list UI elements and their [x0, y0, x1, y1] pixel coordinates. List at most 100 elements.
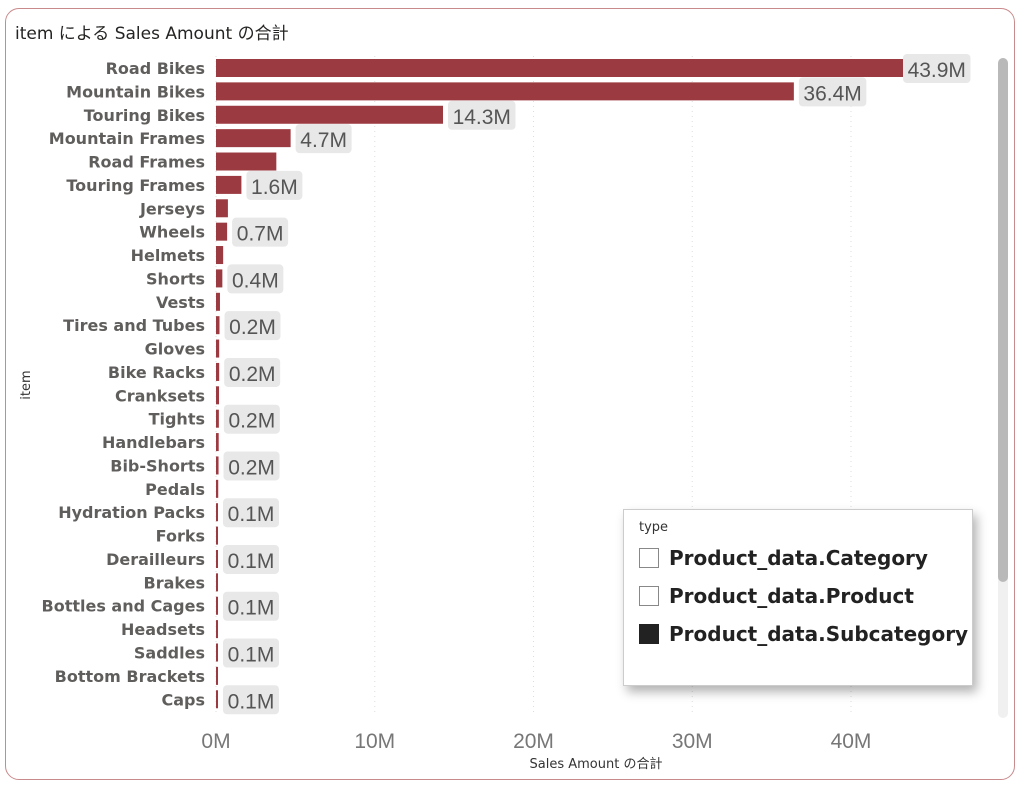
bar[interactable]: [216, 479, 219, 498]
data-label: 0.1M: [228, 503, 275, 526]
bar[interactable]: [216, 105, 444, 124]
bar[interactable]: [216, 362, 220, 381]
data-label-background: [227, 264, 284, 294]
bar[interactable]: [216, 503, 218, 522]
data-label-background: [224, 311, 281, 341]
x-tick-label: 0M: [201, 730, 230, 753]
x-tick-label: 10M: [354, 730, 395, 753]
data-label: 36.4M: [803, 82, 861, 105]
data-label: 0.1M: [228, 550, 275, 573]
category-label: Saddles: [134, 644, 205, 663]
bar[interactable]: [216, 129, 291, 148]
bar[interactable]: [216, 666, 218, 685]
bar[interactable]: [216, 222, 228, 241]
data-label: 43.9M: [908, 59, 966, 82]
category-label: Touring Frames: [66, 176, 205, 195]
category-label: Wheels: [139, 223, 205, 242]
bar[interactable]: [216, 573, 218, 592]
bar[interactable]: [216, 269, 223, 288]
data-label: 0.7M: [237, 223, 284, 246]
y-axis-title: item: [19, 370, 34, 399]
category-label: Bib-Shorts: [110, 456, 205, 475]
category-label: Road Frames: [88, 153, 205, 172]
bar[interactable]: [216, 199, 228, 218]
data-label: 0.1M: [228, 597, 275, 620]
bar[interactable]: [216, 409, 219, 428]
bar[interactable]: [216, 175, 242, 194]
category-label: Handlebars: [102, 433, 205, 452]
data-label: 0.2M: [228, 456, 275, 479]
legend-item-subcategory[interactable]: Product_data.Subcategory: [639, 622, 968, 646]
category-label: Tights: [149, 410, 205, 429]
bar[interactable]: [216, 292, 220, 311]
data-label: 0.1M: [228, 690, 275, 713]
bar[interactable]: [216, 549, 218, 568]
data-label-background: [246, 170, 303, 200]
data-label-background: [223, 591, 279, 621]
x-tick-label: 20M: [513, 730, 554, 753]
category-label: Shorts: [146, 269, 205, 288]
bar[interactable]: [216, 152, 277, 171]
bar[interactable]: [216, 456, 219, 475]
category-label: Caps: [161, 690, 205, 709]
data-label-background: [448, 100, 516, 130]
legend-label: Product_data.Product: [669, 584, 914, 608]
bar[interactable]: [216, 316, 220, 335]
data-label: 0.4M: [232, 269, 279, 292]
data-label-background: [223, 498, 279, 528]
x-tick-label: 30M: [672, 730, 713, 753]
data-label: 14.3M: [453, 106, 511, 129]
bar[interactable]: [216, 59, 913, 77]
category-label: Pedals: [145, 480, 205, 499]
data-label: 0.1M: [228, 644, 275, 667]
data-label-background: [224, 357, 281, 387]
data-label-background: [798, 77, 867, 107]
category-label: Mountain Frames: [49, 129, 205, 148]
category-label: Bottom Brackets: [55, 667, 205, 686]
category-label: Touring Bikes: [84, 106, 205, 125]
bar[interactable]: [216, 386, 220, 405]
bar[interactable]: [216, 246, 224, 265]
scrollbar-thumb[interactable]: [998, 58, 1008, 582]
category-label: Vests: [156, 293, 205, 312]
checkbox-icon: [639, 548, 659, 568]
data-label-background: [223, 404, 280, 434]
data-label-background: [223, 544, 279, 574]
category-label: Bike Racks: [108, 363, 205, 382]
category-label: Bottles and Cages: [42, 597, 206, 616]
bar[interactable]: [216, 82, 794, 101]
bar[interactable]: [216, 620, 218, 639]
legend: type Product_data.Category Product_data.…: [623, 509, 973, 686]
category-label: Hydration Packs: [58, 503, 205, 522]
bar[interactable]: [216, 433, 219, 452]
legend-item-category[interactable]: Product_data.Category: [639, 546, 928, 570]
category-label: Jerseys: [139, 199, 205, 218]
category-label: Tires and Tubes: [63, 316, 205, 335]
data-label-background: [903, 54, 971, 83]
category-label: Helmets: [131, 246, 205, 265]
bar[interactable]: [216, 339, 220, 358]
checkbox-icon: [639, 586, 659, 606]
data-label-background: [295, 124, 352, 154]
category-label: Headsets: [121, 620, 205, 639]
x-tick-label: 40M: [831, 730, 872, 753]
data-label: 4.7M: [300, 129, 347, 152]
checkbox-checked-icon: [639, 624, 659, 644]
data-label-background: [223, 638, 279, 668]
bar[interactable]: [216, 596, 218, 615]
legend-title: type: [639, 520, 669, 535]
bar[interactable]: [216, 526, 218, 545]
bar[interactable]: [216, 643, 218, 662]
data-label: 1.6M: [251, 176, 298, 199]
category-label: Forks: [156, 527, 205, 546]
data-label: 0.2M: [229, 363, 276, 386]
legend-item-product[interactable]: Product_data.Product: [639, 584, 914, 608]
legend-label: Product_data.Category: [669, 546, 928, 570]
category-label: Brakes: [144, 573, 205, 592]
data-label: 0.2M: [229, 410, 276, 433]
data-label-background: [232, 217, 289, 247]
bar[interactable]: [216, 690, 218, 709]
category-label: Derailleurs: [106, 550, 205, 569]
data-label: 0.2M: [229, 316, 276, 339]
